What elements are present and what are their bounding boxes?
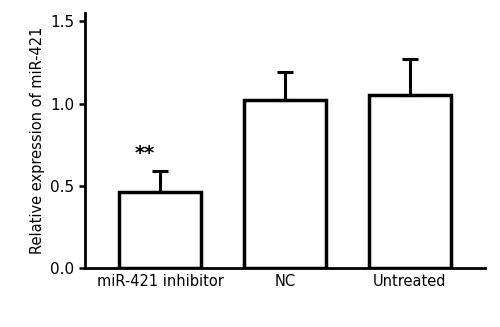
- Bar: [120, 193, 200, 268]
- Bar: [244, 100, 326, 268]
- Y-axis label: Relative expression of miR-421: Relative expression of miR-421: [30, 27, 45, 254]
- Text: **: **: [135, 144, 155, 163]
- Bar: [370, 95, 450, 268]
